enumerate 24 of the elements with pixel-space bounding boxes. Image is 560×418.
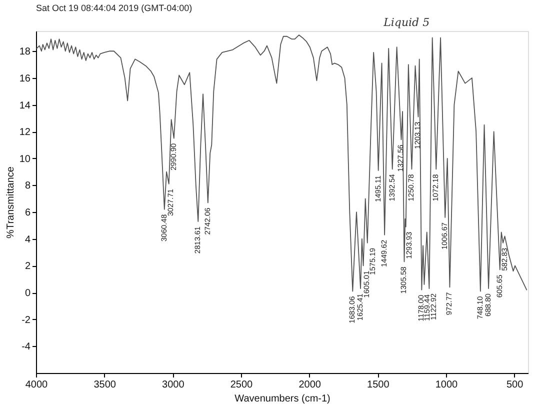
- x-tick-label: 2000: [298, 380, 322, 390]
- y-tick-label: 14: [19, 100, 31, 112]
- x-tick-label: 2500: [230, 380, 254, 390]
- x-axis-title: Wavenumbers (cm-1): [234, 394, 330, 404]
- y-tick-label: 0: [24, 288, 31, 300]
- y-tick-label: -4: [22, 342, 31, 353]
- y-tick-label: 16: [19, 73, 31, 84]
- x-tick-label: 4000: [25, 380, 48, 390]
- x-tick-label: 3000: [162, 380, 185, 390]
- text: Liquid 5: [382, 16, 430, 29]
- x-tick-label: 3500: [94, 380, 116, 390]
- y-tick-label: 18: [19, 46, 31, 58]
- y-tick-label: 10: [19, 154, 31, 165]
- x-tick-label: 500: [506, 380, 524, 390]
- y-tick-label: 6: [24, 208, 31, 219]
- y-tick-label: 2: [24, 261, 31, 272]
- y-tick-label: 4: [24, 234, 31, 246]
- y-axis-title: %Transmittance: [5, 166, 16, 238]
- y-tick-label: 8: [24, 180, 31, 192]
- y-tick-label: 12: [19, 127, 31, 138]
- x-tick-label: 1000: [435, 380, 458, 390]
- chart-title: Sat Oct 19 08:44:04 2019 (GMT-04:00): [36, 3, 192, 13]
- x-tick-label: 1500: [367, 380, 390, 390]
- y-tick-label: -2: [22, 314, 31, 326]
